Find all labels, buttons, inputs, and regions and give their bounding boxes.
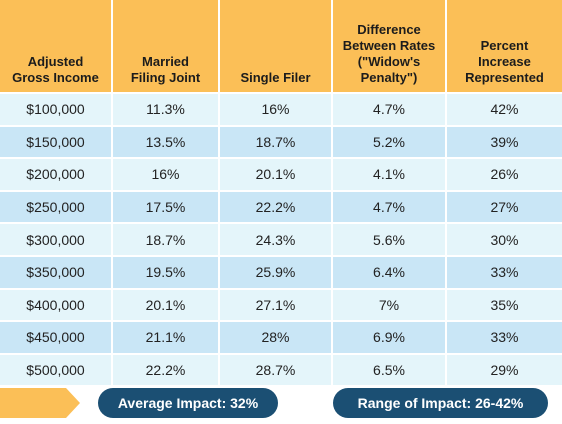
header-adjusted-gross-income: Adjusted Gross Income <box>0 0 113 94</box>
income-cell: $300,000 <box>0 223 113 257</box>
table-header-row: Adjusted Gross Income Married Filing Joi… <box>0 0 562 94</box>
table-row: $150,000 13.5% 18.7% 5.2% 39% <box>0 125 562 160</box>
married-rate-cell: 21.1% <box>112 321 220 355</box>
table-row: $500,000 22.2% 28.7% 6.5% 29% <box>0 353 562 388</box>
married-rate-cell: 19.5% <box>112 255 220 290</box>
difference-cell: 5.2% <box>332 125 447 160</box>
percent-increase-cell: 29% <box>446 353 562 388</box>
arrow-decoration <box>0 388 80 418</box>
header-single-filer: Single Filer <box>219 0 333 94</box>
single-rate-cell: 22.2% <box>219 190 333 225</box>
single-rate-cell: 28% <box>219 321 333 355</box>
married-rate-cell: 22.2% <box>112 353 220 388</box>
header-line: ("Widow's <box>357 54 421 69</box>
header-percent-increase: Percent Increase Represented <box>446 0 562 94</box>
income-cell: $400,000 <box>0 288 113 323</box>
single-rate-cell: 25.9% <box>219 255 333 290</box>
difference-cell: 6.9% <box>332 321 447 355</box>
header-line: Gross Income <box>12 70 99 85</box>
header-line: Single Filer <box>240 70 311 85</box>
difference-cell: 4.1% <box>332 158 447 192</box>
table-row: $450,000 21.1% 28% 6.9% 33% <box>0 321 562 355</box>
percent-increase-cell: 33% <box>446 255 562 290</box>
single-rate-cell: 28.7% <box>219 353 333 388</box>
difference-cell: 4.7% <box>332 93 447 127</box>
percent-increase-cell: 39% <box>446 125 562 160</box>
table-row: $250,000 17.5% 22.2% 4.7% 27% <box>0 190 562 225</box>
table-row: $200,000 16% 20.1% 4.1% 26% <box>0 158 562 192</box>
header-line: Married <box>142 54 189 69</box>
header-married-filing-joint: Married Filing Joint <box>112 0 220 94</box>
header-line: Penalty") <box>360 70 418 85</box>
range-of-impact-badge: Range of Impact: 26-42% <box>333 388 548 418</box>
header-line: Represented <box>465 70 544 85</box>
married-rate-cell: 16% <box>112 158 220 192</box>
income-cell: $200,000 <box>0 158 113 192</box>
difference-cell: 5.6% <box>332 223 447 257</box>
difference-cell: 6.4% <box>332 255 447 290</box>
difference-cell: 4.7% <box>332 190 447 225</box>
average-impact-badge: Average Impact: 32% <box>98 388 278 418</box>
married-rate-cell: 13.5% <box>112 125 220 160</box>
percent-increase-cell: 33% <box>446 321 562 355</box>
single-rate-cell: 16% <box>219 93 333 127</box>
table-row: $100,000 11.3% 16% 4.7% 42% <box>0 93 562 127</box>
married-rate-cell: 20.1% <box>112 288 220 323</box>
header-line: Filing Joint <box>130 70 201 85</box>
header-line: Between Rates <box>342 38 436 53</box>
table-row: $300,000 18.7% 24.3% 5.6% 30% <box>0 223 562 257</box>
difference-cell: 6.5% <box>332 353 447 388</box>
header-line: Percent <box>480 38 529 53</box>
income-cell: $450,000 <box>0 321 113 355</box>
percent-increase-cell: 30% <box>446 223 562 257</box>
income-cell: $350,000 <box>0 255 113 290</box>
header-line: Adjusted <box>27 54 84 69</box>
income-cell: $250,000 <box>0 190 113 225</box>
header-difference-between-rates: Difference Between Rates ("Widow's Penal… <box>332 0 447 94</box>
income-cell: $100,000 <box>0 93 113 127</box>
married-rate-cell: 11.3% <box>112 93 220 127</box>
percent-increase-cell: 26% <box>446 158 562 192</box>
single-rate-cell: 27.1% <box>219 288 333 323</box>
header-line: Increase <box>478 54 531 69</box>
header-line: Difference <box>357 22 421 37</box>
percent-increase-cell: 42% <box>446 93 562 127</box>
tax-rate-table: Adjusted Gross Income Married Filing Joi… <box>0 0 562 388</box>
percent-increase-cell: 27% <box>446 190 562 225</box>
table-row: $400,000 20.1% 27.1% 7% 35% <box>0 288 562 323</box>
percent-increase-cell: 35% <box>446 288 562 323</box>
married-rate-cell: 17.5% <box>112 190 220 225</box>
single-rate-cell: 18.7% <box>219 125 333 160</box>
single-rate-cell: 20.1% <box>219 158 333 192</box>
married-rate-cell: 18.7% <box>112 223 220 257</box>
single-rate-cell: 24.3% <box>219 223 333 257</box>
income-cell: $500,000 <box>0 353 113 388</box>
difference-cell: 7% <box>332 288 447 323</box>
income-cell: $150,000 <box>0 125 113 160</box>
table-row: $350,000 19.5% 25.9% 6.4% 33% <box>0 255 562 290</box>
